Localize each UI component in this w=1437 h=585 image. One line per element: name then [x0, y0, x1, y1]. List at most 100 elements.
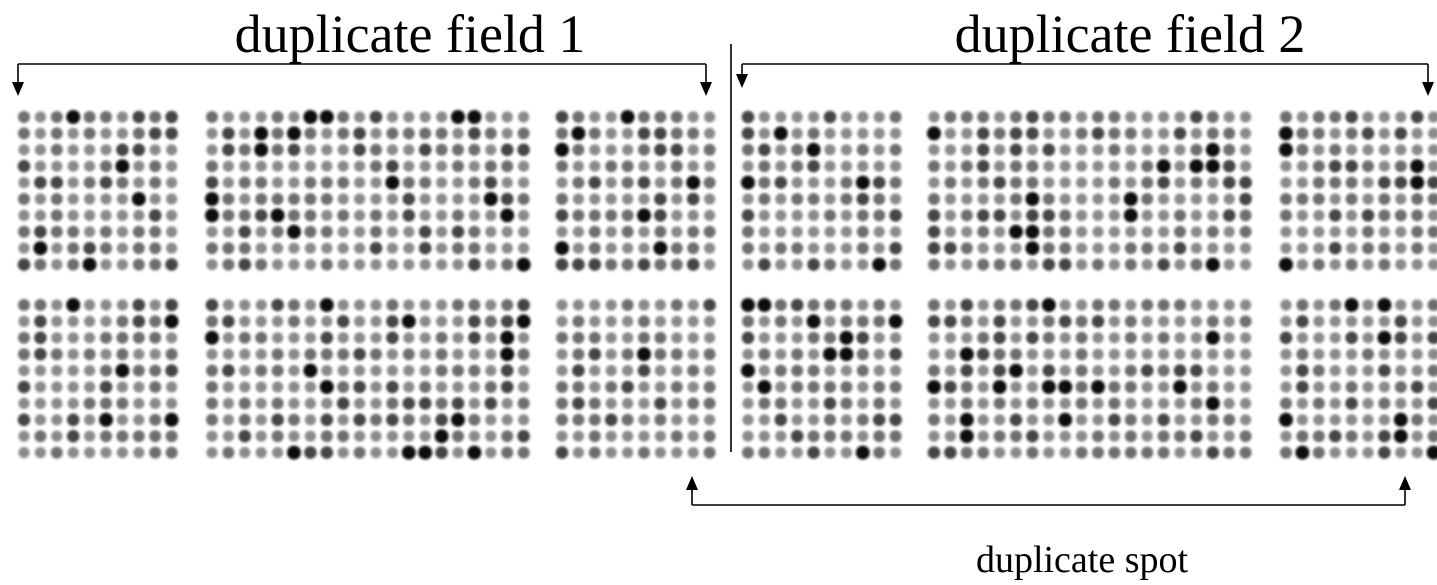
spot [1108, 144, 1120, 156]
spot [116, 430, 128, 442]
spot [420, 332, 431, 343]
spot [654, 127, 667, 140]
spot [1157, 414, 1170, 427]
spot [1158, 243, 1169, 254]
spot [1174, 332, 1185, 343]
spot [1191, 381, 1202, 392]
spot [403, 127, 415, 139]
spot [1313, 316, 1324, 327]
spot [1043, 364, 1056, 377]
spot [370, 144, 382, 156]
spot [654, 259, 666, 271]
spot [1092, 144, 1103, 155]
spot [206, 365, 218, 377]
spot [1092, 315, 1105, 328]
spot [272, 316, 283, 327]
spot [671, 259, 683, 271]
spot [485, 349, 496, 360]
spot [35, 210, 46, 221]
spot [1010, 111, 1022, 123]
spot [502, 226, 513, 237]
spot [927, 126, 941, 140]
spot [239, 193, 250, 204]
spot [688, 332, 699, 343]
spot [808, 111, 819, 122]
spot [1330, 316, 1341, 327]
spot [1313, 177, 1325, 189]
spot [824, 177, 835, 188]
spot [452, 430, 464, 442]
spot [1346, 381, 1358, 393]
spot [994, 127, 1006, 139]
spot [1092, 243, 1103, 254]
spot [165, 413, 179, 427]
spot [68, 316, 79, 327]
spot [1330, 365, 1341, 376]
spot [116, 144, 129, 157]
spot [1108, 414, 1121, 427]
spot [206, 128, 217, 139]
spot [206, 144, 217, 155]
spot [150, 299, 161, 310]
spot [338, 365, 349, 376]
spot [1108, 299, 1120, 311]
spot [890, 111, 902, 123]
spot [51, 111, 63, 123]
spot [1297, 259, 1308, 270]
spot [1174, 242, 1187, 255]
spot [994, 397, 1006, 409]
spot [272, 161, 283, 172]
spot [1280, 177, 1291, 188]
spot [165, 314, 179, 328]
spot [256, 398, 267, 409]
spot [1329, 177, 1341, 189]
spot [994, 430, 1006, 442]
spot [18, 177, 29, 188]
spot [68, 398, 79, 409]
spot [321, 128, 332, 139]
spot [1240, 349, 1251, 360]
spot [100, 259, 111, 270]
spot [51, 209, 63, 221]
spot [387, 111, 398, 122]
spot [961, 209, 973, 221]
spot [305, 161, 316, 172]
spot [386, 332, 399, 345]
spot [1240, 243, 1251, 254]
spot [337, 430, 349, 442]
spot [403, 209, 416, 222]
spot [1362, 111, 1373, 122]
spot [961, 111, 973, 123]
spot [1346, 210, 1357, 221]
arrowhead [736, 74, 1434, 96]
spot [808, 398, 819, 409]
spot [451, 110, 465, 124]
spot [687, 193, 700, 206]
spot [1346, 349, 1357, 360]
spot [1010, 160, 1022, 172]
spot [166, 144, 177, 155]
spot [758, 258, 771, 271]
spot [1378, 259, 1390, 271]
spot [1059, 209, 1071, 221]
spot [654, 397, 667, 410]
spot [1125, 315, 1137, 327]
spot [1108, 177, 1120, 189]
spot [671, 299, 683, 311]
spot [556, 209, 569, 222]
spot [1092, 447, 1104, 459]
spot [1223, 414, 1235, 426]
spot [150, 349, 161, 360]
spot [1313, 414, 1324, 425]
spot [84, 414, 95, 425]
spot [775, 242, 787, 254]
spot [1412, 447, 1423, 458]
spot [1330, 332, 1341, 343]
spot [993, 380, 1007, 394]
spot [500, 347, 514, 361]
spot [889, 414, 902, 427]
spot [18, 299, 30, 311]
spot [1207, 226, 1219, 238]
spot [436, 259, 447, 270]
spot [688, 299, 699, 310]
